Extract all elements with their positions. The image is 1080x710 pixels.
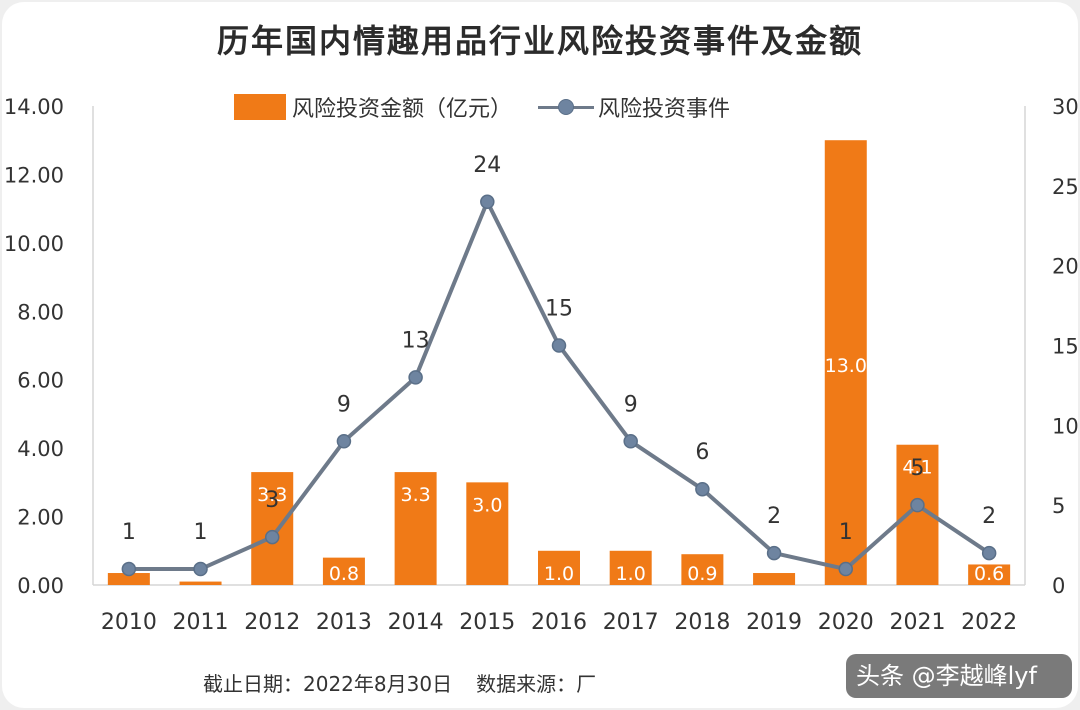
- footer-source: 数据来源：厂: [476, 672, 597, 696]
- line-marker: [480, 194, 495, 210]
- line-marker: [981, 545, 997, 561]
- left-tick-label: 4.00: [17, 437, 64, 461]
- bar-value-label: 0.6: [974, 563, 1004, 585]
- bar: [107, 573, 150, 585]
- left-tick-label: 0.00: [17, 574, 64, 598]
- right-tick-label: 0: [1052, 574, 1065, 598]
- line-marker: [623, 434, 638, 449]
- bar: [538, 550, 580, 585]
- right-tick-label: 30: [1052, 95, 1079, 119]
- left-tick-label: 12.00: [4, 163, 64, 187]
- legend-line-label: 风险投资事件: [598, 97, 731, 122]
- legend: 风险投资金额（亿元） 风险投资事件: [234, 90, 730, 124]
- line-value-label: 9: [624, 392, 638, 417]
- bar: [609, 550, 652, 585]
- x-tick-label: 2018: [674, 610, 730, 635]
- legend-bar-swatch: [234, 94, 286, 120]
- line-value-label: 13: [402, 328, 430, 353]
- x-tick-label: 2012: [244, 610, 300, 635]
- x-tick-label: 2014: [388, 610, 444, 635]
- line-marker: [408, 370, 423, 385]
- x-tick-label: 2021: [889, 610, 945, 635]
- x-tick-label: 2011: [173, 610, 229, 635]
- bar-value-label: 3.3: [401, 484, 431, 506]
- line-marker: [695, 481, 710, 497]
- right-tick-label: 10: [1052, 414, 1079, 438]
- line-marker: [121, 561, 137, 577]
- bar-value-label: 0.8: [329, 563, 359, 585]
- chart-title: 历年国内情趣用品行业风险投资事件及金额: [216, 22, 863, 60]
- line-marker: [193, 561, 208, 577]
- bar: [753, 573, 796, 585]
- line-value-label: 1: [839, 520, 853, 545]
- left-tick-label: 8.00: [17, 300, 64, 324]
- left-tick-label: 2.00: [17, 506, 64, 530]
- bar: [322, 557, 365, 585]
- left-tick-label: 10.00: [4, 232, 64, 256]
- x-tick-label: 2015: [459, 610, 515, 635]
- legend-line-swatch: [538, 94, 595, 120]
- line-marker: [551, 338, 567, 353]
- bar-value-label: 1.0: [544, 563, 574, 585]
- bar-value-label: 4.1: [902, 457, 932, 479]
- right-tick-label: 20: [1052, 255, 1079, 279]
- right-tick-label: 5: [1052, 494, 1065, 518]
- bar: [394, 472, 437, 585]
- bar: [681, 554, 724, 585]
- line-value-label: 6: [695, 440, 709, 465]
- left-tick-label: 6.00: [17, 369, 64, 393]
- line-value-label: 1: [194, 520, 208, 545]
- line-value-label: 2: [982, 504, 996, 529]
- bar-value-label: 3.3: [257, 484, 287, 506]
- bar-value-label: 0.9: [687, 563, 717, 585]
- line-marker: [766, 545, 782, 561]
- line-marker: [264, 529, 280, 545]
- x-tick-label: 2010: [101, 610, 157, 635]
- line-value-label: 9: [337, 392, 351, 417]
- right-tick-label: 15: [1052, 335, 1079, 359]
- line-value-label: 1: [122, 520, 136, 545]
- x-tick-label: 2020: [818, 610, 874, 635]
- x-tick-label: 2016: [531, 610, 587, 635]
- bar: [251, 472, 294, 585]
- x-tick-label: 2022: [961, 610, 1017, 635]
- x-tick-label: 2017: [603, 610, 659, 635]
- line-value-label: 24: [473, 153, 501, 178]
- legend-bar-label: 风险投资金额（亿元）: [292, 97, 513, 122]
- x-tick-label: 2019: [746, 610, 802, 635]
- bar-value-label: 1.0: [616, 563, 646, 585]
- right-tick-label: 25: [1052, 175, 1079, 199]
- bar-value-label: 13.0: [825, 355, 867, 377]
- line-value-label: 2: [767, 504, 781, 529]
- line-marker: [336, 434, 352, 449]
- watermark: 头条 @李越峰lyf: [846, 654, 1072, 698]
- footer: 截止日期：2022年8月30日 数据来源：厂: [203, 668, 596, 697]
- footer-date: 截止日期：2022年8月30日: [203, 672, 453, 696]
- line-value-label: 15: [545, 297, 573, 322]
- left-tick-label: 14.00: [4, 95, 64, 119]
- bar: [179, 581, 222, 585]
- bar-value-label: 3.0: [472, 494, 502, 516]
- x-tick-label: 2013: [316, 610, 372, 635]
- bar: [824, 140, 867, 585]
- line-value-label: 3: [265, 488, 279, 513]
- bar: [968, 564, 1011, 585]
- line-marker: [838, 561, 854, 577]
- line-value-label: 5: [910, 456, 924, 481]
- bar: [466, 482, 509, 585]
- line-marker: [910, 497, 925, 513]
